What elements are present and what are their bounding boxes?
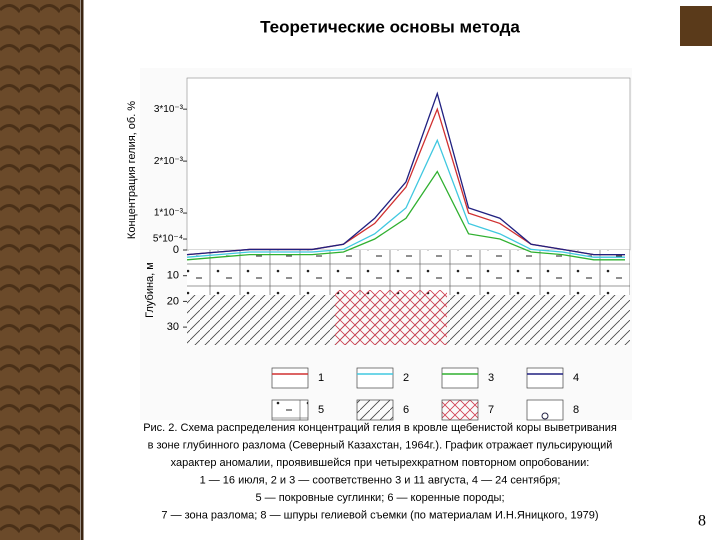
slide-title: Теоретические основы метода <box>260 17 520 36</box>
logo <box>680 6 712 46</box>
decor-strip <box>0 0 80 540</box>
legend-box <box>441 399 479 421</box>
page-number: 8 <box>698 513 706 530</box>
depth-tick-label: 30 <box>167 321 179 333</box>
legend-box <box>441 367 479 389</box>
series-line <box>186 91 625 256</box>
legend-drill <box>541 412 549 420</box>
fault-zone <box>335 290 447 345</box>
caption-line: Рис. 2. Схема распределения концентраций… <box>143 422 617 434</box>
legend-label: 5 <box>318 404 324 416</box>
depth-tick-label: 10 <box>167 270 179 282</box>
legend-label: 6 <box>403 404 409 416</box>
series-line <box>186 138 625 258</box>
legend-box <box>526 367 564 389</box>
caption-line: 7 — зона разлома; 8 — шпуры гелиевой съе… <box>161 509 598 521</box>
y-tick-label: 3*10⁻³ <box>154 104 184 115</box>
caption-line: 5 — покровные суглинки; 6 — коренные пор… <box>255 492 504 504</box>
caption-line: 1 — 16 июля, 2 и 3 — соответственно 3 и … <box>200 474 561 486</box>
caption: Рис. 2. Схема распределения концентраций… <box>143 422 617 522</box>
legend-label: 4 <box>573 372 579 384</box>
series-line <box>186 170 625 261</box>
legend-box <box>356 399 394 421</box>
legend-label: 1 <box>318 372 324 384</box>
legend-label: 8 <box>573 404 579 416</box>
loam-layer <box>187 250 630 295</box>
depth-axis-label: Глубина, м <box>144 262 156 318</box>
depth-tick-label: 20 <box>167 295 179 307</box>
depth-tick-label: 0 <box>173 244 179 256</box>
legend-label: 2 <box>403 372 409 384</box>
caption-line: характер аномалии, проявившейся при четы… <box>171 457 590 469</box>
legend-box <box>356 367 394 389</box>
legend-box <box>526 399 564 421</box>
legend-box <box>271 399 309 421</box>
plot-frame <box>186 77 631 251</box>
legend-label: 7 <box>488 404 494 416</box>
y-axis-label: Концентрация гелия, об. % <box>126 101 138 239</box>
legend-box <box>271 367 309 389</box>
caption-line: в зоне глубинного разлома (Северный Каза… <box>148 439 613 451</box>
legend-label: 3 <box>488 372 494 384</box>
y-tick-label: 5*10⁻⁴ <box>153 234 183 245</box>
y-tick-label: 2*10⁻³ <box>154 156 184 167</box>
y-tick-label: 1*10⁻³ <box>154 208 184 219</box>
